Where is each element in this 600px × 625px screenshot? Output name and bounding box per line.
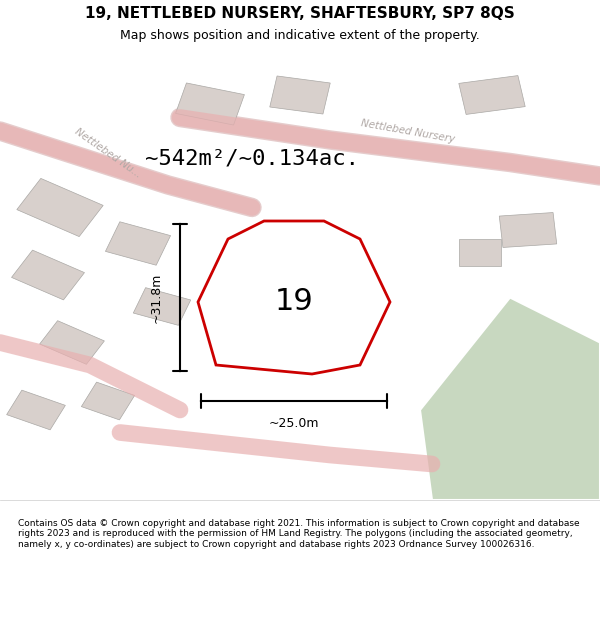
- Bar: [270, 76, 330, 114]
- Text: ~31.8m: ~31.8m: [149, 272, 163, 322]
- Bar: [459, 239, 501, 266]
- Bar: [17, 178, 103, 237]
- Bar: [82, 382, 134, 420]
- Bar: [133, 288, 191, 326]
- Bar: [40, 321, 104, 364]
- Text: Contains OS data © Crown copyright and database right 2021. This information is : Contains OS data © Crown copyright and d…: [18, 519, 580, 549]
- Polygon shape: [198, 221, 390, 374]
- Bar: [459, 76, 525, 114]
- Bar: [7, 390, 65, 430]
- Text: Nettlebed Nu...: Nettlebed Nu...: [73, 127, 143, 180]
- Bar: [176, 83, 244, 125]
- Bar: [499, 213, 557, 248]
- Text: 19: 19: [275, 288, 313, 316]
- Bar: [11, 250, 85, 300]
- Text: Nettlebed Nursery: Nettlebed Nursery: [360, 118, 456, 144]
- Text: Map shows position and indicative extent of the property.: Map shows position and indicative extent…: [120, 29, 480, 42]
- Text: 19, NETTLEBED NURSERY, SHAFTESBURY, SP7 8QS: 19, NETTLEBED NURSERY, SHAFTESBURY, SP7 …: [85, 6, 515, 21]
- Polygon shape: [420, 298, 600, 500]
- Text: ~25.0m: ~25.0m: [269, 417, 319, 430]
- Text: ~542m²/~0.134ac.: ~542m²/~0.134ac.: [145, 148, 359, 168]
- Bar: [261, 279, 339, 324]
- Bar: [106, 222, 170, 265]
